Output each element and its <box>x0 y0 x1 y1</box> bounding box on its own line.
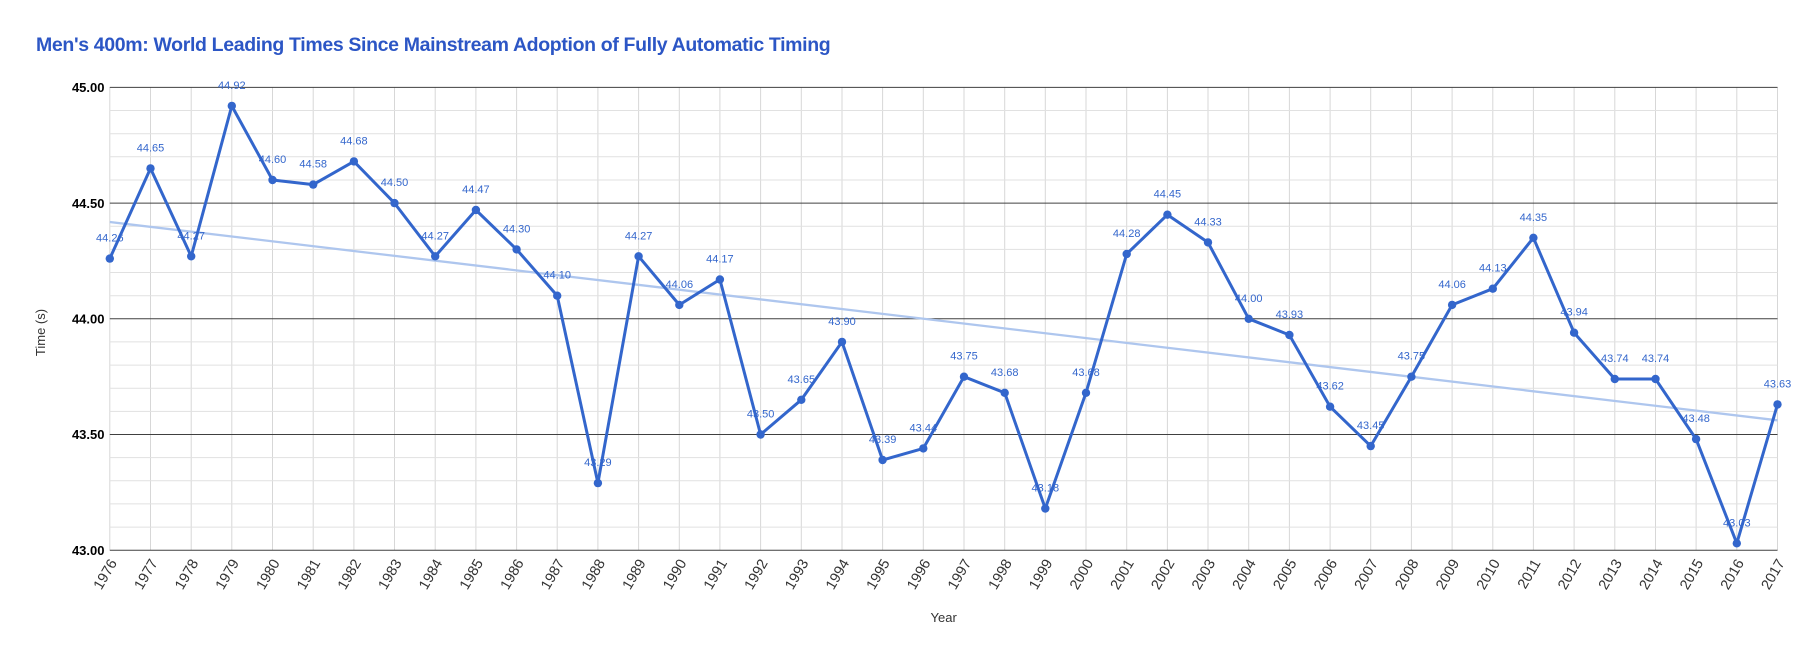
svg-text:2006: 2006 <box>1311 557 1341 593</box>
svg-text:2003: 2003 <box>1189 557 1219 593</box>
svg-text:44.00: 44.00 <box>1235 293 1263 305</box>
svg-text:1977: 1977 <box>132 557 162 593</box>
svg-text:43.03: 43.03 <box>1723 517 1751 529</box>
svg-text:44.27: 44.27 <box>625 230 653 242</box>
svg-text:2004: 2004 <box>1230 557 1260 593</box>
svg-text:44.68: 44.68 <box>340 135 368 147</box>
svg-text:44.47: 44.47 <box>462 184 490 196</box>
svg-text:2015: 2015 <box>1677 557 1707 593</box>
svg-text:43.63: 43.63 <box>1764 378 1792 390</box>
svg-text:Year: Year <box>931 610 958 625</box>
svg-text:43.93: 43.93 <box>1276 309 1304 321</box>
svg-text:2007: 2007 <box>1352 557 1382 593</box>
svg-text:1981: 1981 <box>294 557 324 593</box>
svg-text:1996: 1996 <box>904 557 934 593</box>
svg-text:43.74: 43.74 <box>1642 353 1670 365</box>
svg-text:2001: 2001 <box>1108 557 1138 593</box>
svg-text:1986: 1986 <box>498 557 528 593</box>
svg-text:44.06: 44.06 <box>666 279 694 291</box>
svg-text:44.50: 44.50 <box>381 177 409 189</box>
svg-text:43.00: 43.00 <box>72 543 105 558</box>
svg-text:45.00: 45.00 <box>72 80 105 95</box>
svg-text:44.10: 44.10 <box>543 270 571 282</box>
svg-text:1991: 1991 <box>701 557 731 593</box>
svg-text:2010: 2010 <box>1474 557 1504 593</box>
svg-text:44.58: 44.58 <box>299 159 327 171</box>
svg-text:2002: 2002 <box>1148 557 1178 593</box>
svg-text:2014: 2014 <box>1637 557 1667 593</box>
svg-text:1988: 1988 <box>579 557 609 593</box>
svg-text:44.13: 44.13 <box>1479 263 1507 275</box>
svg-text:44.92: 44.92 <box>218 80 246 92</box>
svg-text:1997: 1997 <box>945 557 975 593</box>
svg-text:43.39: 43.39 <box>869 434 897 446</box>
svg-text:1978: 1978 <box>172 557 202 593</box>
svg-text:44.28: 44.28 <box>1113 228 1141 240</box>
svg-text:2000: 2000 <box>1067 557 1097 593</box>
svg-text:2012: 2012 <box>1555 557 1585 593</box>
svg-text:1993: 1993 <box>782 557 812 593</box>
svg-text:1985: 1985 <box>457 557 487 593</box>
svg-text:1994: 1994 <box>823 557 853 593</box>
svg-text:43.68: 43.68 <box>991 367 1019 379</box>
svg-text:2011: 2011 <box>1515 557 1544 592</box>
svg-text:2017: 2017 <box>1759 557 1789 593</box>
svg-text:2009: 2009 <box>1433 557 1463 593</box>
svg-text:44.30: 44.30 <box>503 223 531 235</box>
svg-text:43.94: 43.94 <box>1560 307 1588 319</box>
svg-text:43.44: 43.44 <box>910 422 938 434</box>
svg-text:2016: 2016 <box>1718 557 1748 593</box>
svg-text:44.65: 44.65 <box>137 142 165 154</box>
svg-text:43.75: 43.75 <box>1398 351 1426 363</box>
svg-text:44.26: 44.26 <box>96 233 124 245</box>
svg-text:44.60: 44.60 <box>259 154 287 166</box>
svg-text:43.65: 43.65 <box>788 374 816 386</box>
svg-text:1998: 1998 <box>986 557 1016 593</box>
svg-text:44.27: 44.27 <box>421 230 449 242</box>
svg-text:44.35: 44.35 <box>1520 212 1548 224</box>
svg-text:43.48: 43.48 <box>1682 413 1710 425</box>
svg-text:44.45: 44.45 <box>1154 189 1182 201</box>
svg-text:1990: 1990 <box>660 557 690 593</box>
svg-text:1979: 1979 <box>213 557 243 593</box>
svg-text:Time (s): Time (s) <box>33 309 48 356</box>
svg-text:2008: 2008 <box>1392 557 1422 593</box>
svg-text:1999: 1999 <box>1026 557 1056 593</box>
svg-text:1995: 1995 <box>864 557 894 593</box>
svg-text:2005: 2005 <box>1270 557 1300 593</box>
svg-text:2013: 2013 <box>1596 557 1626 593</box>
svg-text:1984: 1984 <box>416 557 446 593</box>
svg-text:1987: 1987 <box>538 557 568 593</box>
svg-text:44.27: 44.27 <box>177 230 205 242</box>
svg-text:43.90: 43.90 <box>828 316 856 328</box>
svg-text:44.50: 44.50 <box>72 196 105 211</box>
svg-text:1976: 1976 <box>91 557 121 593</box>
svg-text:1983: 1983 <box>376 557 406 593</box>
svg-text:43.50: 43.50 <box>747 409 775 421</box>
svg-text:43.50: 43.50 <box>72 427 105 442</box>
svg-text:43.29: 43.29 <box>584 457 612 469</box>
svg-text:44.33: 44.33 <box>1194 216 1222 228</box>
svg-text:1992: 1992 <box>742 557 772 593</box>
svg-text:44.00: 44.00 <box>72 312 105 327</box>
svg-text:43.68: 43.68 <box>1072 367 1100 379</box>
svg-text:44.06: 44.06 <box>1438 279 1466 291</box>
svg-text:43.62: 43.62 <box>1316 381 1344 393</box>
svg-text:44.17: 44.17 <box>706 254 734 266</box>
svg-text:43.74: 43.74 <box>1601 353 1629 365</box>
svg-text:1982: 1982 <box>335 557 365 593</box>
svg-text:1989: 1989 <box>620 557 650 593</box>
svg-text:1980: 1980 <box>254 557 284 593</box>
svg-text:43.75: 43.75 <box>950 351 978 363</box>
svg-text:43.18: 43.18 <box>1032 483 1060 495</box>
svg-text:43.45: 43.45 <box>1357 420 1385 432</box>
